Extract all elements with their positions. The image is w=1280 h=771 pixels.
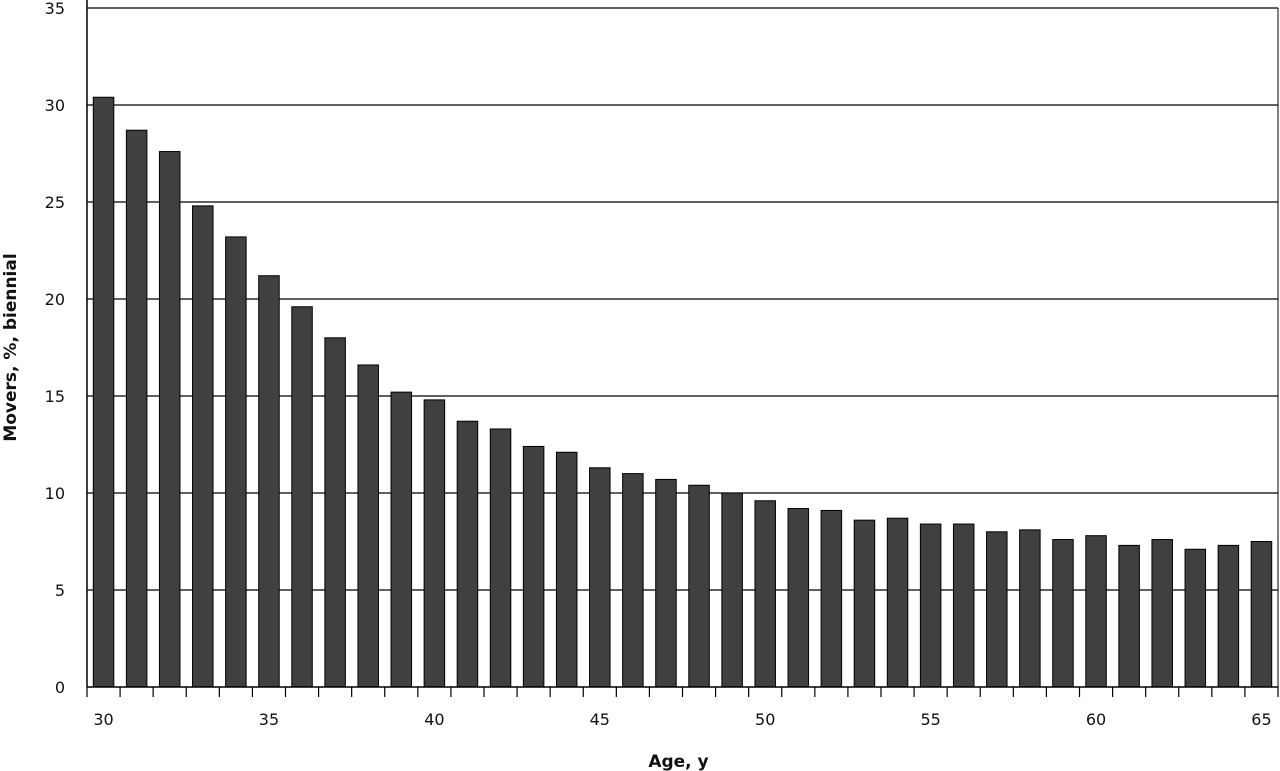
- bar-age-46: [622, 473, 644, 688]
- bar-age-59: [1052, 539, 1074, 688]
- y-tick-label-35: 35: [45, 0, 65, 18]
- bars: [92, 96, 1273, 688]
- bar-age-53: [853, 519, 876, 688]
- bar-age-31: [125, 129, 148, 688]
- y-tick-label-30: 30: [45, 96, 65, 115]
- bar-age-56: [952, 523, 975, 688]
- y-tick-label-0: 0: [55, 678, 65, 697]
- x-tick-label-40: 40: [424, 710, 444, 729]
- y-tick-label-25: 25: [45, 193, 65, 212]
- bar-age-51: [787, 508, 810, 688]
- bar-age-54: [886, 517, 909, 688]
- bar-age-38: [357, 364, 379, 688]
- bar-age-62: [1151, 539, 1173, 688]
- bar-age-32: [158, 151, 181, 688]
- bar-age-43: [522, 445, 545, 688]
- x-tick-label-30: 30: [93, 710, 113, 729]
- bar-age-37: [324, 337, 346, 688]
- bar-age-42: [489, 428, 512, 688]
- bar-age-41: [456, 420, 479, 688]
- x-tick-label-35: 35: [259, 710, 279, 729]
- y-axis-tick-labels: 0 5 10 15 20 25 30 35: [45, 0, 65, 697]
- bar-age-36: [291, 306, 313, 688]
- x-axis-title: Age, y: [648, 752, 708, 771]
- bar-age-48: [688, 484, 710, 688]
- bar-age-52: [820, 509, 843, 688]
- x-tick-label-60: 60: [1086, 710, 1106, 729]
- bar-age-58: [1019, 529, 1041, 688]
- x-axis-tick-labels: 30 35 40 45 50 55 60 65: [93, 710, 1271, 729]
- bar-age-44: [555, 451, 578, 688]
- x-tick-label-50: 50: [755, 710, 775, 729]
- bar-age-30: [92, 96, 115, 688]
- bar-age-49: [721, 492, 743, 688]
- bar-age-47: [655, 478, 677, 688]
- bar-age-55: [919, 523, 942, 688]
- bar-age-60: [1085, 535, 1107, 688]
- x-tick-label-45: 45: [590, 710, 610, 729]
- bar-age-63: [1184, 548, 1207, 688]
- bar-age-33: [192, 205, 214, 688]
- y-tick-label-15: 15: [45, 387, 65, 406]
- bar-age-65: [1250, 541, 1273, 688]
- y-axis-title: Movers, %, biennial: [1, 253, 21, 441]
- bar-age-50: [754, 500, 776, 688]
- bar-age-35: [258, 275, 280, 688]
- y-tick-label-5: 5: [55, 581, 65, 600]
- y-tick-label-20: 20: [45, 290, 65, 309]
- x-tick-label-65: 65: [1251, 710, 1271, 729]
- bar-age-34: [225, 236, 247, 688]
- bar-age-57: [986, 531, 1008, 688]
- x-tick-label-55: 55: [920, 710, 940, 729]
- bar-age-45: [589, 467, 611, 688]
- bar-age-61: [1118, 544, 1140, 688]
- gridlines: [87, 7, 1278, 591]
- x-axis-ticks: [86, 687, 1279, 697]
- bar-age-40: [423, 399, 446, 688]
- bar-age-39: [390, 391, 413, 688]
- bar-age-64: [1217, 544, 1240, 688]
- y-tick-label-10: 10: [45, 484, 65, 503]
